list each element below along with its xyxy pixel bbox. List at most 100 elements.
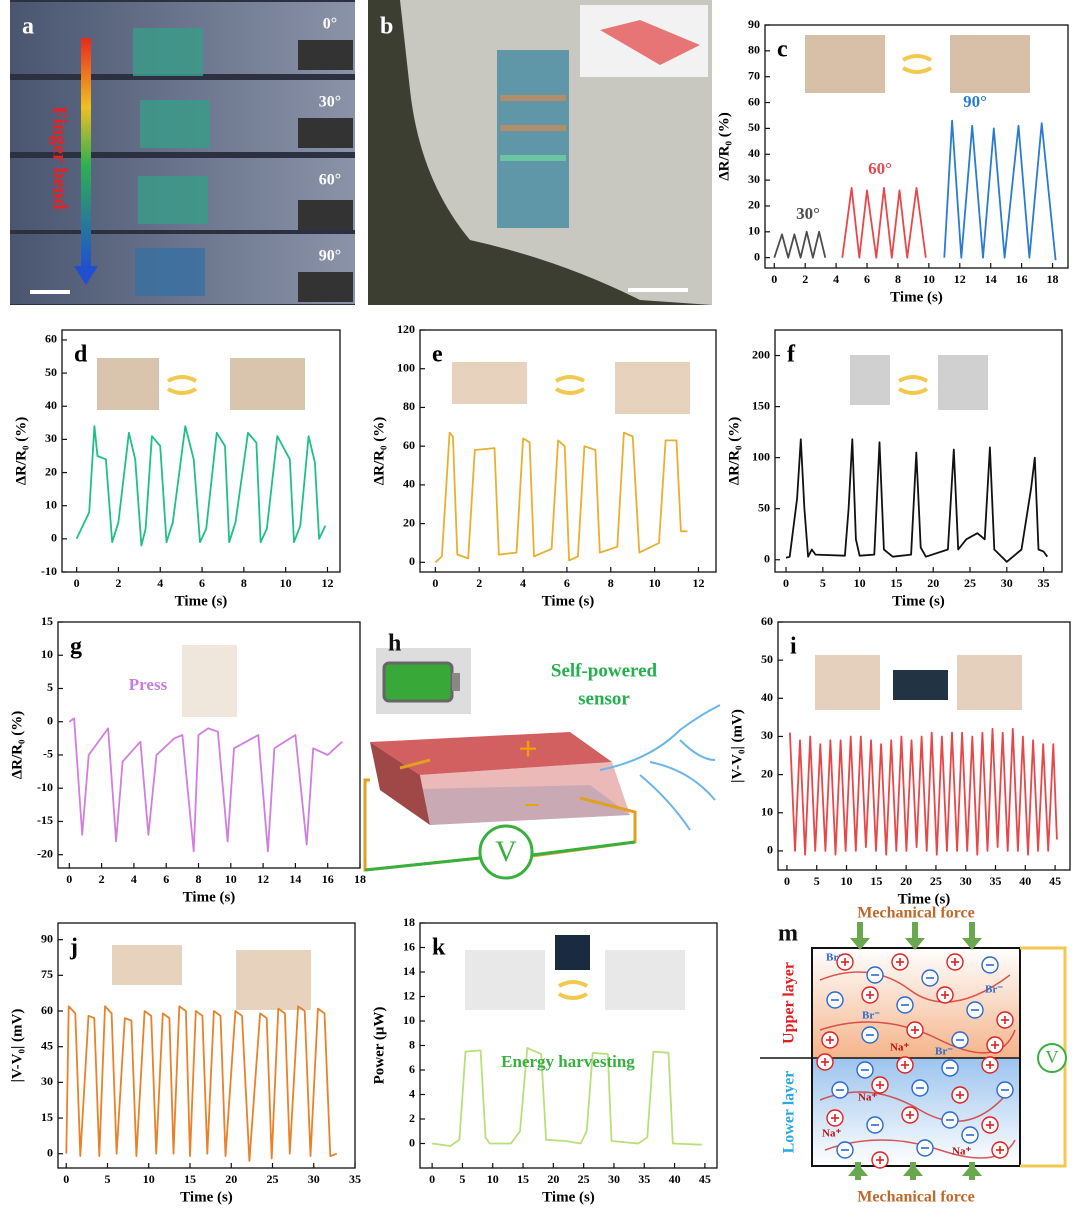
y-tick-label: 30 [748, 172, 760, 186]
meter-label: V [1046, 1047, 1059, 1067]
y-tick-label: 0 [47, 1145, 53, 1159]
y-tick-label: 150 [752, 398, 770, 412]
gradient-arrow [81, 38, 91, 268]
x-tick-label: 0 [783, 576, 789, 590]
x-tick-label: 10 [841, 874, 853, 888]
x-tick-label: 2 [476, 576, 482, 590]
panel-letter: k [432, 935, 446, 961]
x-tick-label: 0 [74, 576, 80, 590]
x-tick-label: 0 [429, 1172, 435, 1186]
y-tick-label: 60 [41, 1003, 53, 1017]
inset-photo [850, 355, 890, 405]
x-tick-label: 40 [1019, 874, 1031, 888]
polymer-chain [819, 971, 1016, 1159]
inset-photo [815, 655, 880, 710]
data-line [773, 230, 827, 259]
x-tick-label: 15 [184, 1172, 196, 1186]
y-tick-label: 20 [748, 198, 760, 212]
force-label: Mechanical force [857, 905, 974, 922]
x-tick-label: 0 [771, 272, 777, 286]
series-label: 30° [796, 204, 820, 223]
x-tick-label: 14 [985, 272, 997, 286]
x-tick-label: 25 [964, 576, 976, 590]
panel-letter: m [778, 921, 798, 947]
panel-letter: c [777, 37, 788, 63]
x-tick-label: 12 [954, 272, 966, 286]
y-tick-label: 10 [45, 497, 57, 511]
x-tick-label: 10 [487, 1172, 499, 1186]
y-tick-label: 15 [41, 1110, 53, 1124]
meter-label: V [495, 835, 517, 868]
y-tick-label: 10 [748, 224, 760, 238]
y-tick-label: 14 [403, 964, 415, 978]
title: sensor [578, 688, 630, 709]
y-tick-label: 20 [45, 464, 57, 478]
ion-label: Na⁺ [890, 1042, 909, 1054]
data-line [789, 727, 1058, 856]
sensor-patch [138, 176, 208, 224]
battery-tip [452, 673, 460, 691]
y-axis-label: ΔR/R₀ (%) [9, 711, 25, 779]
x-tick-label: 2 [802, 272, 808, 286]
minus-sign: − [524, 790, 540, 821]
x-tick-label: 5 [814, 874, 820, 888]
ion-label: Na⁺ [858, 1092, 877, 1104]
x-tick-label: 6 [564, 576, 570, 590]
y-axis-label: |V-V₀| (mV) [9, 1009, 25, 1083]
y-tick-label: 0 [409, 1135, 415, 1149]
x-tick-label: 10 [649, 576, 661, 590]
x-tick-label: 12 [257, 872, 269, 886]
panel-letter: f [787, 342, 796, 368]
panel-b: b [368, 0, 712, 305]
x-tick-label: 12 [321, 576, 333, 590]
x-tick-label: 30 [960, 874, 972, 888]
y-tick-label: 50 [45, 365, 57, 379]
x-axis-label: Time (s) [180, 1189, 233, 1205]
data-line [68, 717, 343, 853]
data-line [841, 187, 927, 259]
upper-layer [370, 732, 612, 775]
ion-label: Na⁺ [952, 1146, 971, 1158]
x-tick-label: 20 [225, 1172, 237, 1186]
y-tick-label: 60 [403, 438, 415, 452]
inset-photo [950, 35, 1030, 93]
y-axis-label: ΔR/R₀ (%) [371, 417, 387, 485]
inset-photo [615, 362, 690, 414]
y-tick-label: 75 [41, 967, 53, 981]
x-tick-label: 10 [143, 1172, 155, 1186]
inset-photo [893, 670, 948, 700]
x-tick-label: 40 [669, 1172, 681, 1186]
annotation: Energy harvesting [501, 1052, 635, 1071]
inset-photo [298, 272, 353, 302]
ion-label: Na⁺ [822, 1128, 841, 1140]
y-axis-label: |V-V₀| (mV) [729, 709, 745, 783]
panel-letter: a [22, 14, 34, 40]
y-axis-label: Power (μW) [371, 1007, 387, 1085]
stripe [500, 155, 566, 161]
panel-letter: d [74, 342, 88, 368]
x-tick-label: 8 [196, 872, 202, 886]
stripe [500, 95, 566, 101]
panel-letter: i [790, 634, 797, 660]
y-tick-label: 18 [403, 915, 415, 929]
x-axis-label: Time (s) [175, 593, 228, 609]
y-tick-label: 15 [41, 614, 53, 628]
lightning [599, 704, 721, 831]
y-tick-label: 0 [51, 531, 57, 545]
stripe [500, 125, 566, 131]
voltmeter [1037, 1043, 1067, 1073]
ion-group [816, 953, 1014, 1169]
inset-photo [605, 950, 685, 1010]
annotation: Press [129, 675, 168, 694]
wire [364, 840, 636, 872]
layer-front [420, 762, 630, 825]
x-axis-label: Time (s) [892, 593, 945, 609]
plot-frame [774, 329, 1063, 573]
y-tick-label: 80 [403, 399, 415, 413]
sensor-patch [133, 28, 203, 76]
angle-label: 0° [323, 16, 337, 33]
x-tick-label: 30 [608, 1172, 620, 1186]
y-tick-label: 10 [403, 1013, 415, 1027]
x-tick-label: 35 [990, 874, 1002, 888]
data-line [431, 1047, 702, 1147]
